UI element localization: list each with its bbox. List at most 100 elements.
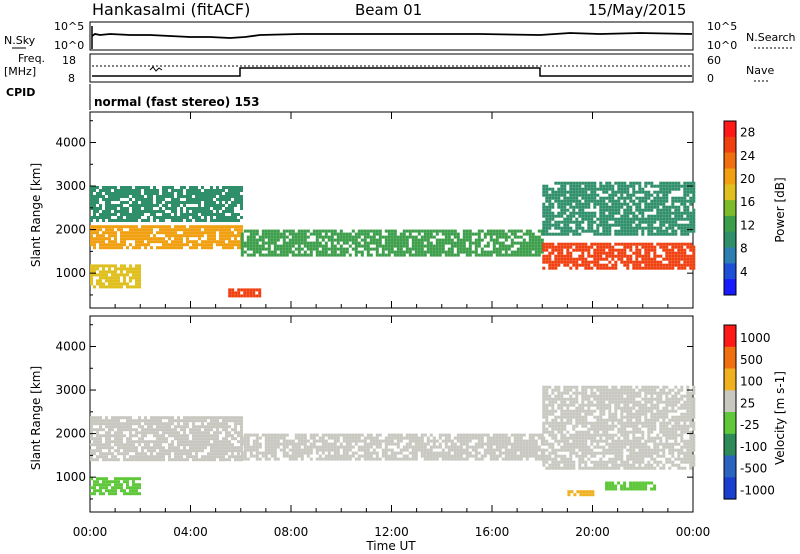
- echo-cell: [153, 422, 156, 426]
- echo-cell: [192, 243, 195, 247]
- echo-cell: [423, 250, 427, 254]
- echo-cell: [186, 189, 189, 192]
- echo-cell: [342, 448, 346, 452]
- echo-cell: [617, 463, 621, 467]
- echo-cell: [566, 245, 570, 249]
- echo-cell: [216, 446, 219, 450]
- echo-cell: [542, 421, 546, 425]
- echo-cell: [689, 217, 693, 221]
- echo-cell: [581, 403, 585, 407]
- echo-cell: [312, 436, 316, 440]
- echo-cell: [162, 240, 165, 244]
- echo-cell: [617, 220, 621, 224]
- echo-cell: [581, 257, 585, 261]
- echo-cell: [617, 205, 621, 209]
- echo-cell: [99, 282, 102, 286]
- echo-cell: [201, 210, 204, 213]
- colorbar-swatch: [724, 121, 736, 138]
- echo-cell: [605, 448, 609, 452]
- echo-cell: [258, 238, 262, 242]
- echo-cell: [563, 196, 567, 200]
- echo-cell: [450, 229, 454, 233]
- echo-cell: [554, 433, 558, 437]
- echo-cell: [273, 235, 277, 239]
- echo-cell: [545, 184, 549, 188]
- echo-cell: [554, 196, 558, 200]
- echo-cell: [578, 442, 582, 446]
- echo-cell: [632, 242, 636, 246]
- echo-cell: [351, 436, 355, 440]
- echo-cell: [611, 418, 615, 422]
- echo-cell: [231, 452, 234, 456]
- echo-cell: [90, 264, 93, 268]
- echo-cell: [623, 214, 627, 218]
- echo-cell: [677, 248, 681, 252]
- echo-cell: [641, 266, 645, 270]
- echo-cell: [581, 433, 585, 437]
- echo-cell: [138, 240, 141, 244]
- echo-cell: [501, 442, 505, 446]
- echo-cell: [626, 391, 630, 395]
- echo-cell: [671, 196, 675, 200]
- echo-cell: [537, 433, 541, 437]
- echo-cell: [575, 424, 579, 428]
- echo-cell: [677, 263, 681, 267]
- echo-cell: [396, 247, 400, 251]
- echo-cell: [123, 276, 126, 280]
- echo-cell: [348, 232, 352, 236]
- echo-cell: [656, 190, 660, 194]
- echo-cell: [617, 457, 621, 461]
- echo-cell: [617, 388, 621, 392]
- echo-cell: [650, 193, 654, 197]
- echo-cell: [608, 418, 612, 422]
- echo-cell: [614, 442, 618, 446]
- echo-cell: [297, 235, 301, 239]
- echo-cell: [441, 232, 445, 236]
- echo-cell: [135, 276, 138, 280]
- echo-cell: [596, 406, 600, 410]
- echo-cell: [210, 216, 213, 219]
- echo-cell: [177, 425, 180, 429]
- echo-cell: [345, 442, 349, 446]
- echo-cell: [114, 434, 117, 438]
- echo-cell: [569, 226, 573, 230]
- echo-cell: [677, 184, 681, 188]
- echo-cell: [545, 418, 549, 422]
- echo-cell: [447, 253, 451, 257]
- echo-cell: [288, 250, 292, 254]
- echo-cell: [183, 231, 186, 235]
- echo-cell: [105, 483, 108, 487]
- echo-cell: [674, 184, 678, 188]
- echo-cell: [105, 279, 108, 283]
- echo-cell: [195, 207, 198, 210]
- echo-cell: [294, 247, 298, 251]
- echo-cell: [587, 181, 591, 185]
- echo-cell: [369, 235, 373, 239]
- echo-cell: [144, 452, 147, 456]
- echo-cell: [450, 238, 454, 242]
- echo-cell: [147, 225, 150, 229]
- echo-cell: [626, 424, 630, 428]
- echo-cell: [623, 251, 627, 255]
- echo-cell: [114, 234, 117, 238]
- echo-cell: [240, 195, 243, 198]
- echo-cell: [156, 440, 159, 444]
- echo-cell: [243, 457, 247, 461]
- echo-cell: [504, 232, 508, 236]
- echo-cell: [450, 448, 454, 452]
- echo-cell: [438, 454, 442, 458]
- echo-cell: [399, 250, 403, 254]
- echo-cell: [387, 253, 391, 257]
- echo-cell: [563, 217, 567, 221]
- echo-cell: [572, 460, 576, 464]
- echo-cell: [492, 238, 496, 242]
- echo-cell: [195, 240, 198, 244]
- echo-cell: [156, 210, 159, 213]
- echo-cell: [147, 428, 150, 432]
- echo-cell: [348, 457, 352, 461]
- echo-cell: [267, 235, 271, 239]
- echo-cell: [501, 241, 505, 245]
- echo-cell: [581, 226, 585, 230]
- echo-cell: [668, 242, 672, 246]
- echo-cell: [674, 181, 678, 185]
